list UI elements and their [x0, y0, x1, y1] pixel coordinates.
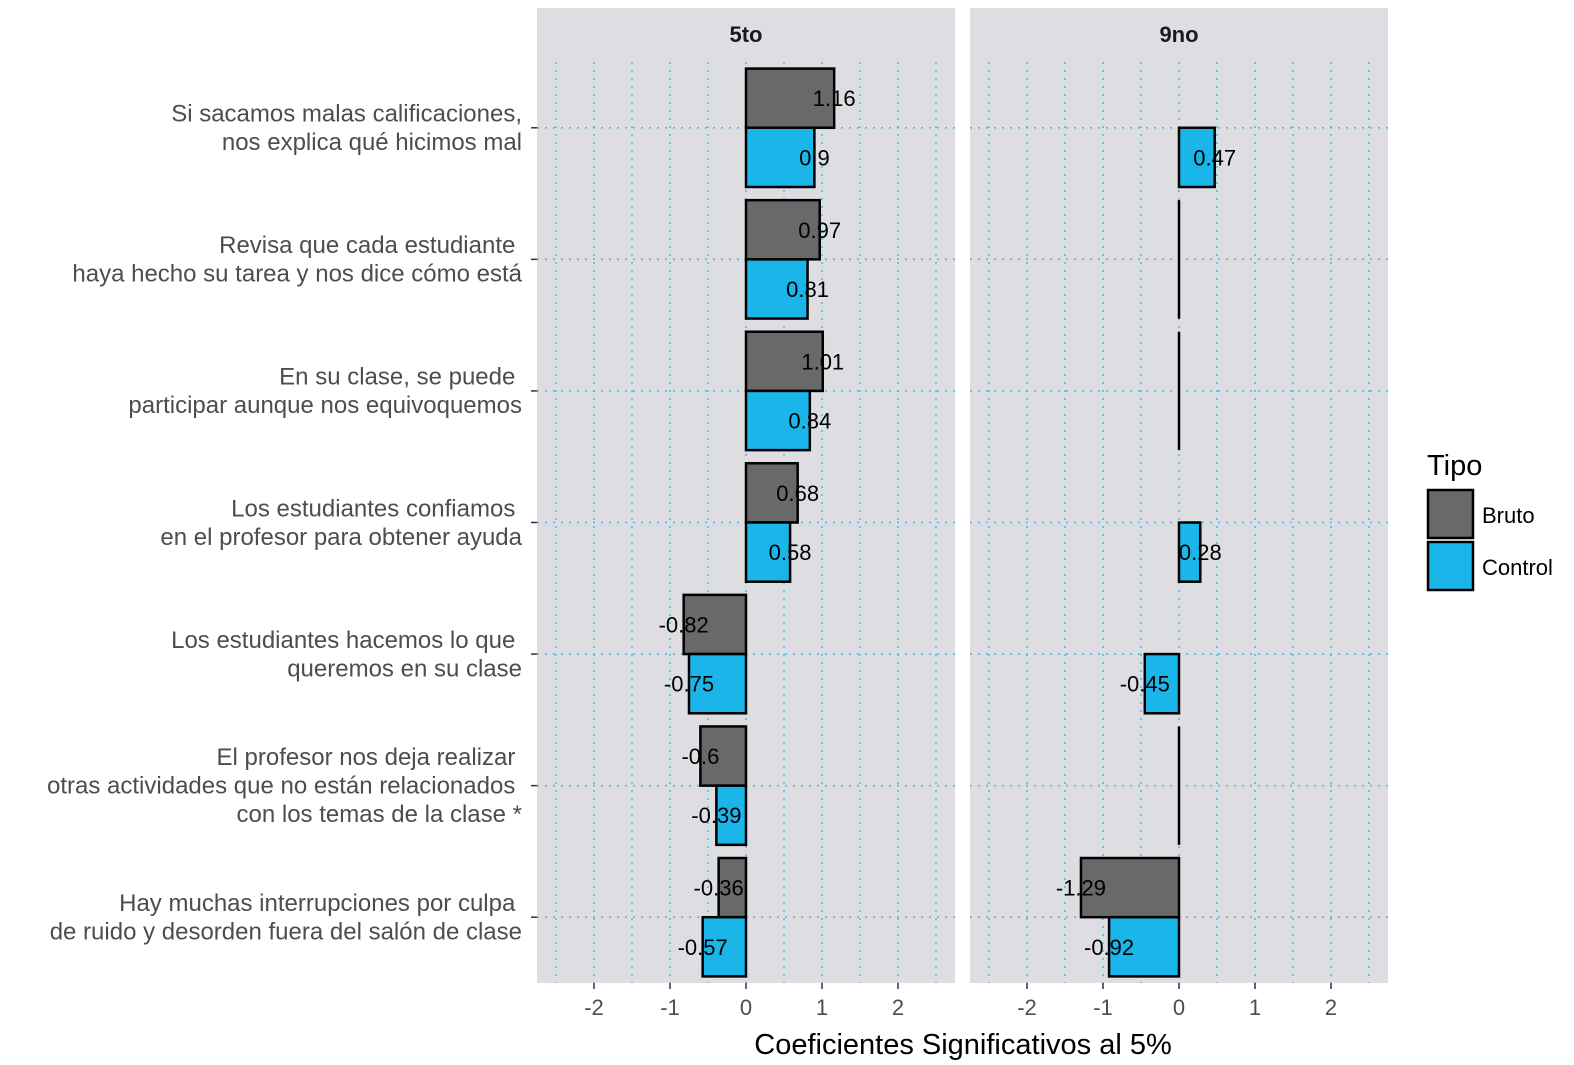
data-label-bruto: -1.29: [1056, 876, 1106, 901]
data-label-control: 0.58: [769, 540, 812, 565]
data-label-control: 0.28: [1179, 540, 1222, 565]
category-label-line: participar aunque nos equivoquemos: [128, 392, 522, 419]
bar-bruto: [744, 67, 836, 130]
legend-key-bruto: [1426, 488, 1475, 540]
category-label-line: con los temas de la clase *: [237, 801, 522, 828]
data-label-bruto: -0.36: [694, 876, 744, 901]
x-tick-label: 1: [1249, 995, 1261, 1020]
legend-title: Tipo: [1427, 450, 1482, 482]
bar-control: [715, 784, 748, 847]
bar-control: [744, 126, 816, 189]
bar-bruto: [744, 462, 799, 524]
data-label-control: 0.9: [799, 145, 830, 170]
bar-control: [1177, 126, 1216, 189]
x-tick-label: 2: [892, 995, 904, 1020]
data-label-bruto: 0.97: [798, 218, 841, 243]
category-label-line: en el profesor para obtener ayuda: [160, 524, 522, 551]
data-label-control: 0.47: [1193, 145, 1236, 170]
category-label-line: otras actividades que no están relaciona…: [47, 773, 522, 800]
x-tick-label: -1: [1093, 995, 1113, 1020]
bar-bruto: [699, 725, 748, 787]
data-label-control: 0.81: [786, 277, 829, 302]
category-label-line: Los estudiantes confiamos: [231, 495, 522, 522]
data-label-bruto: 0.68: [776, 481, 819, 506]
data-label-bruto: 1.01: [801, 349, 844, 374]
legend-label-bruto: Bruto: [1482, 503, 1535, 528]
data-label-control: -0.92: [1084, 935, 1134, 960]
bar-control: [744, 521, 792, 583]
category-label: Los estudiantes hacemos lo que queremos …: [171, 627, 522, 683]
category-label-line: Los estudiantes hacemos lo que: [171, 627, 522, 654]
bar-bruto: [1079, 856, 1181, 919]
data-label-control: -0.57: [678, 935, 728, 960]
data-label-control: -0.45: [1120, 672, 1170, 697]
category-label-line: El profesor nos deja realizar: [217, 744, 522, 771]
category-label-line: de ruido y desorden fuera del salón de c…: [50, 918, 522, 945]
panel-5to: 5to 1.16 0.9 0.97 0.81 1.01 0.84 0.68 0.58 -0.82 -…: [537, 8, 955, 1020]
category-label: En su clase, se puede participar aunque …: [128, 364, 522, 420]
legend-label-control: Control: [1482, 555, 1553, 580]
data-label-bruto: -0.82: [659, 612, 709, 637]
bar-control: [1107, 915, 1181, 978]
x-tick-label: -1: [660, 995, 680, 1020]
x-tick-label: 2: [1325, 995, 1337, 1020]
category-label-line: nos explica qué hicimos mal: [222, 129, 522, 156]
legend-key-control: [1426, 540, 1475, 592]
category-label-line: Hay muchas interrupciones por culpa: [119, 890, 522, 917]
category-label-line: queremos en su clase: [287, 655, 522, 682]
category-labels: Si sacamos malas calificaciones, nos expl…: [47, 101, 537, 946]
bar-control: [744, 389, 812, 452]
bar-control: [1177, 521, 1202, 583]
data-label-bruto: -0.6: [681, 744, 719, 769]
category-label-line: haya hecho su tarea y nos dice cómo está: [72, 261, 522, 288]
panels: 5to 1.16 0.9 0.97 0.81 1.01 0.84 0.68 0.58 -0.82 -…: [537, 8, 1388, 1020]
data-label-bruto: 1.16: [813, 86, 856, 111]
legend: Tipo Bruto Control: [1426, 450, 1553, 592]
x-tick-label: -2: [1017, 995, 1037, 1020]
bar-bruto: [682, 593, 748, 656]
bar-bruto: [717, 856, 748, 919]
category-label-line: Si sacamos malas calificaciones,: [171, 101, 522, 128]
bar-control: [744, 258, 809, 320]
category-label: Si sacamos malas calificaciones, nos expl…: [171, 101, 522, 157]
data-label-control: -0.39: [691, 803, 741, 828]
x-axis-title: Coeficientes Significativos al 5%: [754, 1029, 1171, 1061]
panel-9no: 9no 0.47 0.28 -0.45 -1.29 -0.92 -2 -1 0 1 2: [970, 8, 1388, 1020]
x-tick-label: -2: [584, 995, 604, 1020]
panel-title: 5to: [730, 22, 763, 47]
bar-control: [1143, 652, 1181, 715]
x-tick-label: 1: [816, 995, 828, 1020]
category-label-line: En su clase, se puede: [279, 364, 522, 391]
bar-control: [687, 652, 748, 715]
category-label: Los estudiantes confiamos en el profesor…: [160, 495, 522, 551]
category-label-line: Revisa que cada estudiante: [219, 232, 522, 259]
category-label: Hay muchas interrupciones por culpa de r…: [50, 890, 522, 946]
data-label-control: -0.75: [664, 672, 714, 697]
bar-control: [701, 915, 748, 978]
category-label: Revisa que cada estudiante haya hecho su…: [72, 232, 522, 288]
x-tick-label: 0: [740, 995, 752, 1020]
data-label-control: 0.84: [788, 409, 831, 434]
x-tick-label: 0: [1173, 995, 1185, 1020]
panel-title: 9no: [1159, 22, 1198, 47]
category-label: El profesor nos deja realizar otras acti…: [47, 744, 522, 828]
